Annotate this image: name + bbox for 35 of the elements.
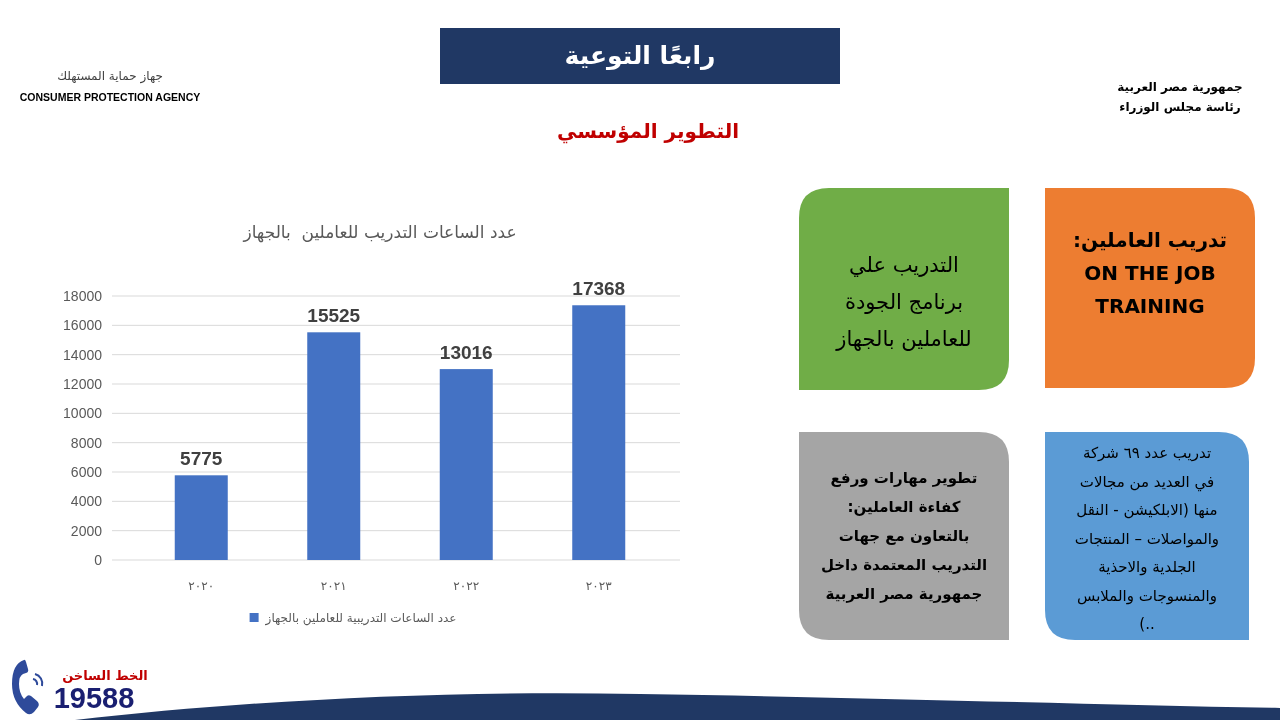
- y-tick-label: 14000: [63, 346, 103, 363]
- data-label: 17368: [572, 278, 626, 300]
- y-tick-label: 18000: [63, 288, 103, 304]
- text: جمهورية مصر العربية: [1117, 80, 1243, 95]
- text: رابعًا التوعية: [564, 41, 716, 71]
- data-label: 13016: [439, 342, 493, 364]
- text: جهاز حماية المستهلك: [57, 69, 163, 84]
- text: 19588: [53, 682, 135, 714]
- chart-title: عدد الساعات التدريب للعاملين بالجهاز: [242, 222, 517, 243]
- bar: [439, 369, 493, 560]
- data-label: 5775: [180, 448, 223, 470]
- y-tick-label: 16000: [63, 317, 103, 334]
- y-tick-label: 2000: [70, 522, 103, 539]
- y-tick-label: 8000: [70, 434, 103, 451]
- text: التطوير المؤسسي: [556, 119, 740, 144]
- y-tick-label: 10000: [63, 405, 103, 422]
- x-tick-label: ٢٠٢٣: [585, 579, 613, 593]
- y-tick-label: 4000: [70, 493, 103, 510]
- text: تطوير مهارات ورفع كفاءة العاملين: بالتعاون مع جهات التدريب المعتمدة داخل جمهورية مصر العربية: [820, 469, 988, 603]
- text: رئاسة مجلس الوزراء: [1119, 100, 1241, 115]
- x-tick-label: ٢٠٢٠: [188, 579, 215, 593]
- bar: [174, 475, 228, 560]
- text: التدريب علي برنامج الجودة للعاملين بالجهاز: [835, 253, 972, 351]
- text: CONSUMER PROTECTION AGENCY: [19, 91, 201, 103]
- text: الخط الساخن: [62, 668, 148, 683]
- data-label: 15525: [307, 305, 361, 327]
- bar: [572, 305, 626, 560]
- y-tick-label: 6000: [70, 464, 103, 480]
- y-tick-label: 0: [94, 552, 103, 568]
- y-tick-label: 12000: [63, 376, 103, 392]
- text: تدريب عدد ٦٩ شركة في العديد من مجالات منها (الابلكيشن - النقل والمواصلات – المنتجات الجلدية والاحذية والمنسوجات والملابس ..): [1074, 444, 1220, 633]
- bar: [307, 332, 361, 560]
- x-tick-label: ٢٠٢١: [320, 579, 347, 593]
- x-tick-label: ٢٠٢٢: [453, 579, 480, 593]
- legend-label: عدد الساعات التدريبية للعاملين بالجهاز: [264, 611, 457, 626]
